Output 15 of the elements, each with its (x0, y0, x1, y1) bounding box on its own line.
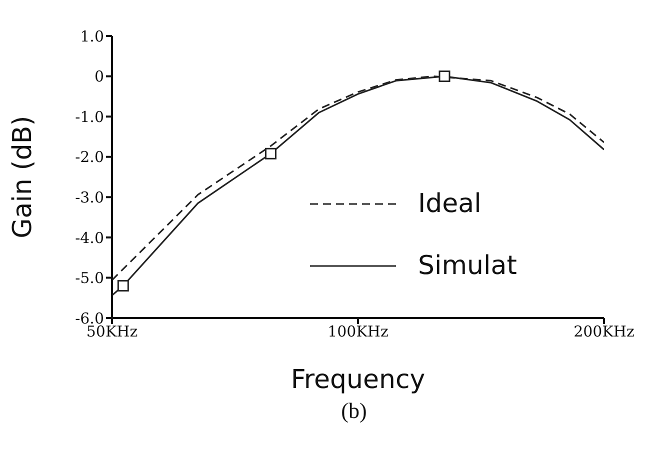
y-tick-label: 1.0 (80, 27, 104, 46)
y-tick-label: 0 (94, 68, 104, 86)
x-tick-label: 50KHz (86, 322, 138, 341)
y-axis-title: Gain (dB) (8, 116, 38, 238)
y-tick-label: -1.0 (75, 108, 104, 126)
x-tick-label: 200KHz (574, 322, 635, 341)
legend-label: Ideal (418, 189, 482, 219)
y-tick-label: -3.0 (75, 188, 104, 206)
y-tick-label: -4.0 (75, 228, 104, 247)
x-axis-title: Frequency (290, 365, 426, 395)
y-tick-label: -5.0 (75, 269, 104, 288)
text: (b) (340, 398, 368, 424)
x-tick-label: 100KHz (328, 322, 389, 341)
legend-label: Simulat (418, 251, 517, 281)
y-tick-label: -2.0 (75, 148, 104, 166)
